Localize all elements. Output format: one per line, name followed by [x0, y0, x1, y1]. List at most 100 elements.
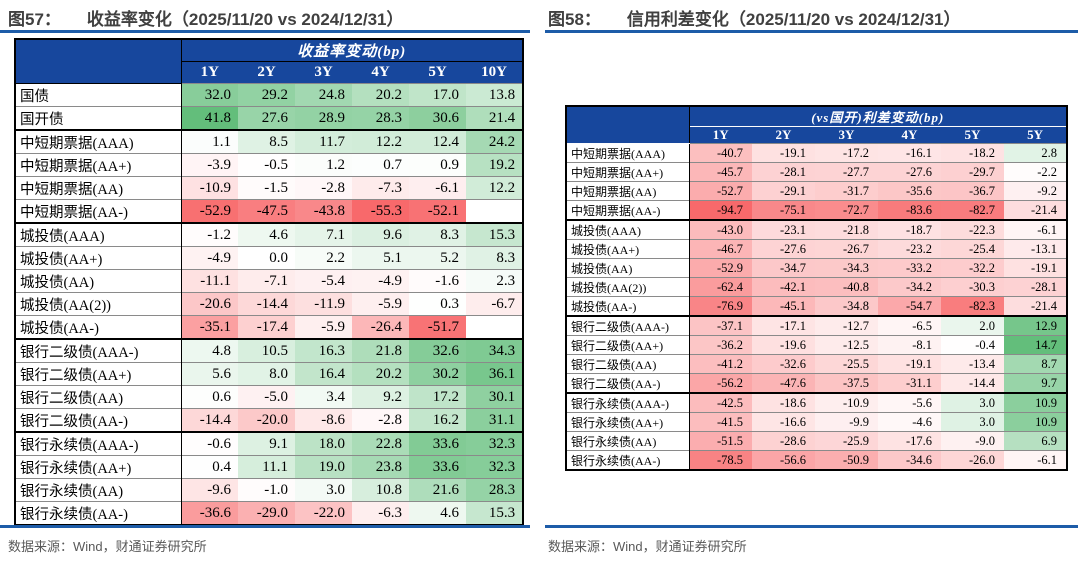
- value-cell: 19.0: [295, 455, 352, 479]
- value-unit-header: 收益率变动(bp): [181, 39, 524, 62]
- value-cell: -4.6: [878, 412, 941, 432]
- row-label: 国开债: [15, 106, 182, 131]
- value-cell: 31.1: [466, 408, 524, 433]
- value-cell: 21.8: [352, 338, 409, 363]
- value-cell: [466, 199, 524, 224]
- value-cell: 15.3: [466, 501, 524, 525]
- value-cell: -30.3: [941, 277, 1004, 297]
- value-cell: -7.3: [352, 176, 409, 200]
- figure-57-title-rule: [0, 30, 530, 33]
- value-cell: -5.4: [295, 269, 352, 293]
- value-cell: -10.9: [181, 176, 238, 200]
- value-cell: 12.9: [1004, 315, 1068, 336]
- value-cell: -82.7: [941, 200, 1004, 221]
- table-row: 银行二级债(AA) -41.2 -32.6 -25.5 -19.1 -13.4 8.7: [566, 354, 1068, 374]
- value-cell: 11.1: [238, 455, 295, 479]
- value-cell: 9.7: [1004, 373, 1068, 394]
- table-row: 银行永续债(AA) -51.5 -28.6 -25.9 -17.6 -9.0 6.9: [566, 431, 1068, 451]
- value-cell: -14.4: [941, 373, 1004, 394]
- value-cell: -17.6: [878, 431, 941, 451]
- value-cell: 0.3: [409, 292, 466, 316]
- value-cell: 30.6: [409, 106, 466, 131]
- value-cell: -0.6: [181, 431, 238, 456]
- value-cell: -18.7: [878, 219, 941, 240]
- row-label: 银行二级债(AA+): [566, 335, 690, 355]
- figure-57-panel: 图57： 收益率变化（2025/11/20 vs 2024/12/31） 收益率变…: [0, 10, 530, 554]
- value-cell: 19.2: [466, 153, 524, 177]
- value-cell: -6.5: [878, 315, 941, 336]
- row-label: 银行二级债(AA-): [15, 408, 182, 433]
- table-row: 银行二级债(AA-) -56.2 -47.6 -37.5 -31.1 -14.4 9.7: [566, 373, 1068, 394]
- value-cell: -8.6: [295, 408, 352, 433]
- table-row: 国开债 41.8 27.6 28.9 28.3 30.6 21.4: [15, 106, 524, 131]
- table-row: 中短期票据(AA-) -52.9 -47.5 -43.8 -55.3 -52.1: [15, 199, 524, 224]
- row-label: 中短期票据(AA+): [15, 153, 182, 177]
- value-cell: 32.0: [181, 83, 238, 107]
- value-cell: -4.9: [181, 246, 238, 270]
- value-cell: 8.3: [409, 222, 466, 247]
- table-row: 城投债(AA-) -35.1 -17.4 -5.9 -26.4 -51.7: [15, 315, 524, 340]
- value-cell: -55.3: [352, 199, 409, 224]
- table-row: 城投债(AA(2)) -62.4 -42.1 -40.8 -34.2 -30.3 -28.1: [566, 277, 1068, 297]
- col-header-5Y-4: 5Y: [409, 61, 466, 84]
- row-label: 银行永续债(AA-): [566, 450, 690, 470]
- value-cell: -14.4: [181, 408, 238, 433]
- value-cell: 6.9: [1004, 431, 1068, 451]
- value-cell: -2.2: [1004, 162, 1068, 182]
- value-cell: -5.0: [238, 385, 295, 409]
- value-cell: -76.9: [689, 296, 752, 317]
- value-cell: -34.8: [815, 296, 878, 317]
- table-row: 中短期票据(AA-) -94.7 -75.1 -72.7 -83.6 -82.7 -21.4: [566, 200, 1068, 221]
- table-row: 城投债(AA-) -76.9 -45.1 -34.8 -54.7 -82.3 -21.4: [566, 296, 1068, 317]
- table-row: 城投债(AA+) -4.9 0.0 2.2 5.1 5.2 8.3: [15, 246, 524, 270]
- row-label: 银行二级债(AA): [15, 385, 182, 409]
- value-cell: -43.0: [689, 219, 752, 240]
- value-cell: -52.9: [181, 199, 238, 224]
- value-cell: -12.5: [815, 335, 878, 355]
- value-cell: -8.1: [878, 335, 941, 355]
- value-cell: -18.6: [752, 392, 815, 413]
- value-cell: 9.2: [352, 385, 409, 409]
- row-label: 中短期票据(AA): [566, 181, 690, 201]
- value-cell: -23.1: [752, 219, 815, 240]
- value-cell: -34.3: [815, 258, 878, 278]
- table-row: 城投债(AA+) -46.7 -27.6 -26.7 -23.2 -25.4 -13.1: [566, 239, 1068, 259]
- row-label: 中短期票据(AAA): [15, 129, 182, 154]
- figure-57-number: 图57：: [8, 10, 61, 29]
- value-unit-header: (vs国开)利差变动(bp): [689, 106, 1068, 127]
- value-cell: -6.1: [1004, 450, 1068, 470]
- value-cell: -35.6: [878, 181, 941, 201]
- value-cell: 34.3: [466, 338, 524, 363]
- figure-58-title: 图58： 信用利差变化（2025/11/20 vs 2024/12/31）: [548, 5, 961, 30]
- value-cell: 20.2: [352, 83, 409, 107]
- value-cell: -18.2: [941, 143, 1004, 163]
- value-cell: -29.7: [941, 162, 1004, 182]
- row-label: 城投债(AAA): [15, 222, 182, 247]
- row-label: 中短期票据(AA-): [566, 200, 690, 221]
- value-cell: 7.1: [295, 222, 352, 247]
- value-cell: -82.3: [941, 296, 1004, 317]
- value-cell: -36.2: [689, 335, 752, 355]
- value-cell: 5.1: [352, 246, 409, 270]
- table-row: 中短期票据(AA) -52.7 -29.1 -31.7 -35.6 -36.7 -9.2: [566, 181, 1068, 201]
- value-cell: 10.9: [1004, 412, 1068, 432]
- col-header-4Y-3: 4Y: [352, 61, 409, 84]
- value-cell: -42.5: [689, 392, 752, 413]
- table-row: 国债 32.0 29.2 24.8 20.2 17.0 13.8: [15, 83, 524, 107]
- value-cell: 14.7: [1004, 335, 1068, 355]
- value-cell: -52.9: [689, 258, 752, 278]
- value-cell: -19.1: [752, 143, 815, 163]
- value-cell: -41.2: [689, 354, 752, 374]
- figure-58-heading: 信用利差变化（2025/11/20 vs 2024/12/31）: [626, 10, 961, 29]
- table-row: 城投债(AAA) -1.2 4.6 7.1 9.6 8.3 15.3: [15, 222, 524, 247]
- value-cell: 21.4: [466, 106, 524, 131]
- value-cell: 28.9: [295, 106, 352, 131]
- value-cell: -51.7: [409, 315, 466, 340]
- value-cell: -22.0: [295, 501, 352, 525]
- figure-58-number: 图58：: [548, 10, 601, 29]
- value-cell: 3.0: [941, 412, 1004, 432]
- value-cell: -16.1: [878, 143, 941, 163]
- value-cell: -5.6: [878, 392, 941, 413]
- value-cell: -40.8: [815, 277, 878, 297]
- table-row: 银行永续债(AA-) -36.6 -29.0 -22.0 -6.3 4.6 15.3: [15, 501, 524, 525]
